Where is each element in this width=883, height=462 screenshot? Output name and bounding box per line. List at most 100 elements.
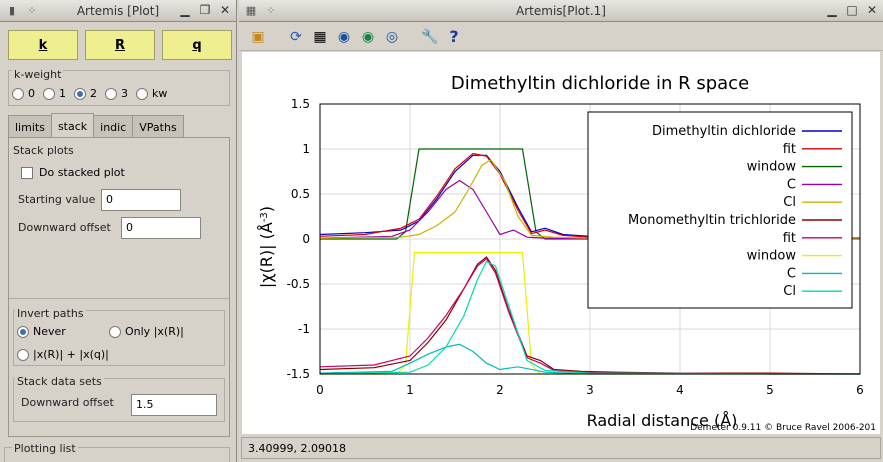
plot-toolbar: ▣ ⟳ ▦ ◉ ◉ ◎ 🔧 ? xyxy=(239,23,883,51)
invert-only-radio[interactable]: Only |x(R)| xyxy=(109,325,184,338)
y-tick-label: 0.5 xyxy=(291,187,310,201)
r-space-button[interactable]: R xyxy=(85,30,155,60)
x-tick-label: 3 xyxy=(586,383,594,397)
wrench-icon[interactable]: 🔧 xyxy=(421,28,439,45)
kweight-2-radio[interactable]: 2 xyxy=(74,87,97,100)
x-tick-label: 2 xyxy=(496,383,504,397)
status-bar: 3.40999, 2.09018 xyxy=(241,437,881,459)
tab-stack[interactable]: stack xyxy=(50,113,95,138)
series-line xyxy=(319,256,861,375)
kweight-1-radio[interactable]: 1 xyxy=(43,87,66,100)
refresh-icon[interactable]: ⟳ xyxy=(290,28,302,45)
y-tick-label: 1.5 xyxy=(291,97,310,111)
x-tick-label: 4 xyxy=(676,383,684,397)
left-titlebar: ▮ ⁘ Artemis [Plot] ▁ ❐ ✕ xyxy=(0,0,236,22)
y-tick-label: -1.5 xyxy=(287,367,310,381)
data-downward-offset-label: Downward offset xyxy=(21,396,114,409)
starting-value-input[interactable]: 0 xyxy=(101,189,181,211)
minimize-icon[interactable]: ▁ xyxy=(180,3,190,17)
x-tick-label: 5 xyxy=(766,383,774,397)
chart-legend: Dimethyltin dichloride fit window C Cl Monome… xyxy=(587,111,853,309)
starting-value-label: Starting value xyxy=(18,193,96,206)
series-line xyxy=(319,179,860,240)
chart-series xyxy=(319,148,861,375)
series-line xyxy=(319,343,860,375)
open-folder-icon[interactable]: ▣ xyxy=(251,28,265,45)
k-space-button[interactable]: k xyxy=(8,30,78,60)
tab-indic[interactable]: indic xyxy=(93,115,134,138)
grid-icon[interactable]: ▦ xyxy=(313,28,327,45)
right-window-title: Artemis[Plot.1] xyxy=(516,4,606,18)
legend-label: Cl xyxy=(783,195,796,210)
x-tick-label: 0 xyxy=(316,383,324,397)
invert-paths-label: Invert paths xyxy=(15,307,86,320)
y-tick-label: 0 xyxy=(302,232,310,246)
chart-title: Dimethyltin dichloride in R space xyxy=(451,73,749,94)
plot-app-icon[interactable]: ▦ xyxy=(245,4,257,17)
chart-axes: 0 1 2 3 4 5 6 1.5 1 0.5 0 -0.5 -1 -1.5 xyxy=(287,97,864,397)
q-space-button[interactable]: q xyxy=(162,30,232,60)
maximize-icon[interactable]: □ xyxy=(846,3,858,17)
legend-label: window xyxy=(747,249,797,264)
invert-both-radio[interactable]: |x(R)| + |x(q)| xyxy=(17,348,109,361)
tab-limits[interactable]: limits xyxy=(8,115,52,138)
stack-data-sets-label: Stack data sets xyxy=(15,375,104,388)
plot-canvas[interactable]: Dimethyltin dichloride in R space Dimeth… xyxy=(242,52,880,434)
zoom-reset-icon[interactable]: ◎ xyxy=(385,28,399,45)
legend-label: Cl xyxy=(783,284,796,299)
downward-offset-label: Downward offset xyxy=(18,221,111,234)
series-line xyxy=(319,260,861,375)
stack-plots-group xyxy=(9,143,229,288)
help-icon[interactable]: ? xyxy=(449,27,459,46)
legend-label: window xyxy=(747,160,797,175)
stack-data-sets-group xyxy=(13,378,225,422)
kweight-radios: 0 1 2 3 kw xyxy=(12,87,167,100)
kweight-kw-radio[interactable]: kw xyxy=(136,87,167,100)
close-icon[interactable]: ✕ xyxy=(219,3,231,17)
legend-box xyxy=(587,111,853,309)
x-tick-label: 1 xyxy=(406,383,414,397)
divider xyxy=(9,298,229,299)
legend-label: fit xyxy=(783,142,796,157)
x-axis-label: Radial distance (Å) xyxy=(587,411,738,430)
do-stacked-checkbox[interactable]: Do stacked plot xyxy=(21,166,125,179)
x-tick-label: 6 xyxy=(856,383,864,397)
plotting-list-label: Plotting list xyxy=(12,442,78,455)
invert-never-radio[interactable]: Never xyxy=(17,325,66,338)
credit-text: Demeter 0.9.11 © Bruce Ravel 2006-201 xyxy=(690,423,876,433)
stack-tab-panel: Stack plots Do stacked plot Starting val… xyxy=(8,137,230,437)
invert-paths-group xyxy=(13,310,225,366)
kweight-group xyxy=(8,70,230,106)
legend-label: C xyxy=(787,177,796,192)
legend-label: fit xyxy=(783,231,796,246)
zoom-in-icon[interactable]: ◉ xyxy=(361,28,375,45)
grip-icon[interactable]: ⁘ xyxy=(27,4,37,17)
y-axis-label: |χ(R)| (Å-3) xyxy=(257,206,276,288)
kweight-0-radio[interactable]: 0 xyxy=(12,87,35,100)
kweight-3-radio[interactable]: 3 xyxy=(105,87,128,100)
legend-label: Monomethyltin trichloride xyxy=(628,213,796,228)
grip-icon[interactable]: ⁘ xyxy=(266,4,276,17)
y-tick-label: -1 xyxy=(298,322,310,336)
legend-label: Dimethyltin dichloride xyxy=(652,124,796,139)
chart-svg[interactable]: Dimethyltin dichloride in R space Dimeth… xyxy=(242,52,880,434)
legend-label: C xyxy=(787,266,796,281)
plot-frame xyxy=(319,103,861,375)
zoom-out-icon[interactable]: ◉ xyxy=(337,28,351,45)
data-downward-offset-input[interactable]: 1.5 xyxy=(131,394,217,416)
minimize-icon[interactable]: ▁ xyxy=(827,3,837,17)
window-menu-icon[interactable]: ▮ xyxy=(8,4,16,17)
stack-plots-label: Stack plots xyxy=(13,144,74,157)
y-tick-label: -0.5 xyxy=(287,277,310,291)
right-titlebar: ▦ ⁘ Artemis[Plot.1] ▁ □ ✕ xyxy=(239,0,883,22)
downward-offset-input[interactable]: 0 xyxy=(121,217,201,239)
plot-1-window: ▦ ⁘ Artemis[Plot.1] ▁ □ ✕ ▣ ⟳ ▦ ◉ ◉ ◎ 🔧 … xyxy=(239,0,883,462)
y-tick-label: 1 xyxy=(302,142,310,156)
restore-icon[interactable]: ❐ xyxy=(199,3,211,17)
close-icon[interactable]: ✕ xyxy=(866,3,878,17)
series-line xyxy=(319,158,861,240)
kweight-label: k-weight xyxy=(12,68,64,81)
tab-bar: limits stack indic VPaths xyxy=(8,113,184,138)
tab-vpaths[interactable]: VPaths xyxy=(132,115,184,138)
plotting-list-group xyxy=(4,447,230,462)
